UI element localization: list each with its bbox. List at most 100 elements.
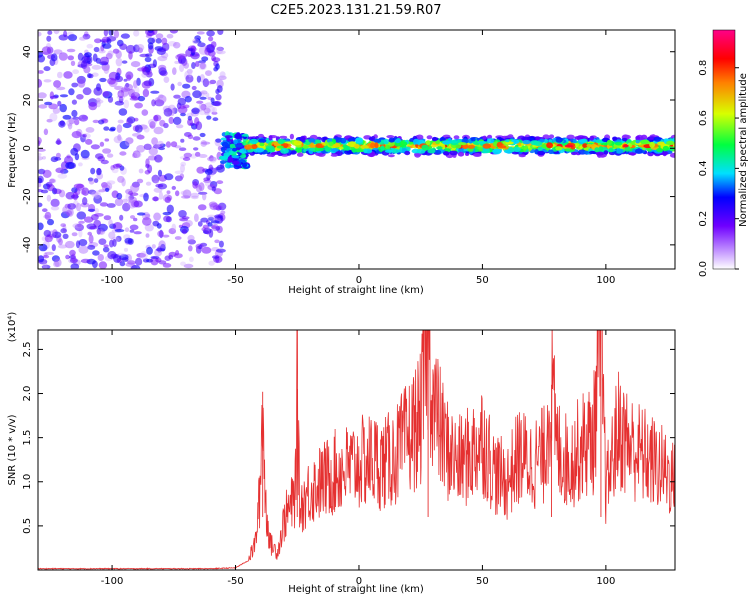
spectrogram-cell [80,258,91,264]
spectrogram-cell [117,252,125,256]
spectrogram-cell [181,195,191,199]
spectrogram-cell [92,260,98,269]
spectrogram-cell [49,178,55,183]
spectrogram-cell [56,138,61,145]
spectrogram-cell [133,80,138,89]
spectrogram-region [38,30,227,269]
spectrogram-cell [58,52,68,61]
spectrogram-cell [195,151,201,157]
spectrogram-cell [96,167,102,176]
spectrogram-cell [58,34,69,41]
spectrogram-cell [46,118,53,123]
spectrogram-cell [38,78,43,88]
spectrogram-cell [212,100,222,107]
spectrogram-cell [564,144,574,148]
spectrogram-cell [87,244,96,250]
spectrogram-cell [173,116,182,125]
spectrogram-cell [199,62,206,70]
spectrogram-cell [119,165,125,171]
spectrogram-cell [92,250,100,256]
spectrogram-cell [153,180,159,184]
spectrogram-cell [172,107,178,114]
spectrogram-cell [99,202,108,207]
spectrogram-cell [46,35,52,42]
spectrogram-cell [363,148,368,154]
spectrogram-cell [535,136,541,140]
spectrogram-cell [49,112,58,122]
spectrogram-cell [78,114,89,122]
spectrogram-cell [391,148,400,154]
spectrogram-cell [224,135,233,139]
spectrogram-cell [99,77,107,83]
spectrogram-cell [87,231,92,236]
spectrogram-cell [572,138,577,144]
spectrogram-cell [166,33,174,39]
spectrogram-cell [95,97,101,102]
spectrogram-cell [315,152,323,156]
spectrogram-cell [213,66,219,72]
spectrogram-cell [83,216,94,223]
spectrogram-cell [187,69,193,78]
snr-plot-area [38,330,675,570]
spectrogram-cell [125,138,131,147]
spectrogram-cell [228,164,234,168]
spectrogram-cell [75,202,82,212]
spectrogram-cell [204,111,210,116]
spectrogram-cell [185,220,193,227]
spectrogram-cell [85,138,93,145]
spectrogram-cell [77,79,86,88]
spectrogram-cell [93,87,103,96]
spectrogram-cell [211,225,217,229]
spectrogram-cell [112,222,123,231]
spectrogram-cell [200,140,207,147]
spectrogram-cell [52,107,61,114]
spectrogram-cell [51,244,56,252]
spectrogram-cell [71,109,78,118]
y-tick-label: 1.5 [22,430,33,446]
spectrogram-cell [636,148,642,154]
spectrogram-cell [197,204,207,211]
spectrogram-cell [126,116,136,124]
spectrogram-cell [195,243,204,250]
spectrogram-cell [239,154,247,159]
spectrogram-cell [205,70,212,76]
spectrogram-cell [518,154,526,158]
spectrogram-cell [192,38,200,44]
spectrogram-cell [157,94,167,104]
spectrogram-cell [413,138,420,145]
spectrogram-cell [355,137,364,144]
spectrogram-cell [470,137,476,142]
spectrogram-cell [482,148,490,154]
spectrogram-cell [537,146,543,151]
spectrogram-cell [163,215,171,223]
spectrogram-cell [436,146,443,150]
spectrogram-cell [175,190,180,197]
spectrogram-cell [59,103,67,113]
spectrogram-cell [172,67,177,75]
spectrogram-cell [154,154,163,163]
spectrogram-cell [162,263,172,268]
spectrogram-cell [120,87,131,92]
spectrogram-cell [174,170,184,175]
spectrogram-cell [120,33,130,39]
spectrogram-cell [127,199,137,209]
spectrogram-cell [133,200,143,208]
y-tick-label: -20 [22,188,33,204]
spectrogram-cell [85,126,95,133]
spectrogram-cell [73,183,84,189]
spectrogram-cell [207,222,213,227]
spectrogram-cell [93,46,100,53]
spectrogram-cell [100,159,109,165]
spectrogram-cell [54,157,62,161]
spectrogram-cell [155,183,164,188]
spectrogram-cell [191,62,196,69]
spectrogram-cell [115,50,122,59]
spectrogram-cell [140,251,148,260]
spectrogram-cell [198,191,208,195]
spectrogram-cell [57,71,63,79]
spectrogram-cell [588,150,597,154]
spectrogram-cell [182,157,191,161]
spectrogram-cell [227,156,234,163]
spectrogram-cell [209,157,217,163]
